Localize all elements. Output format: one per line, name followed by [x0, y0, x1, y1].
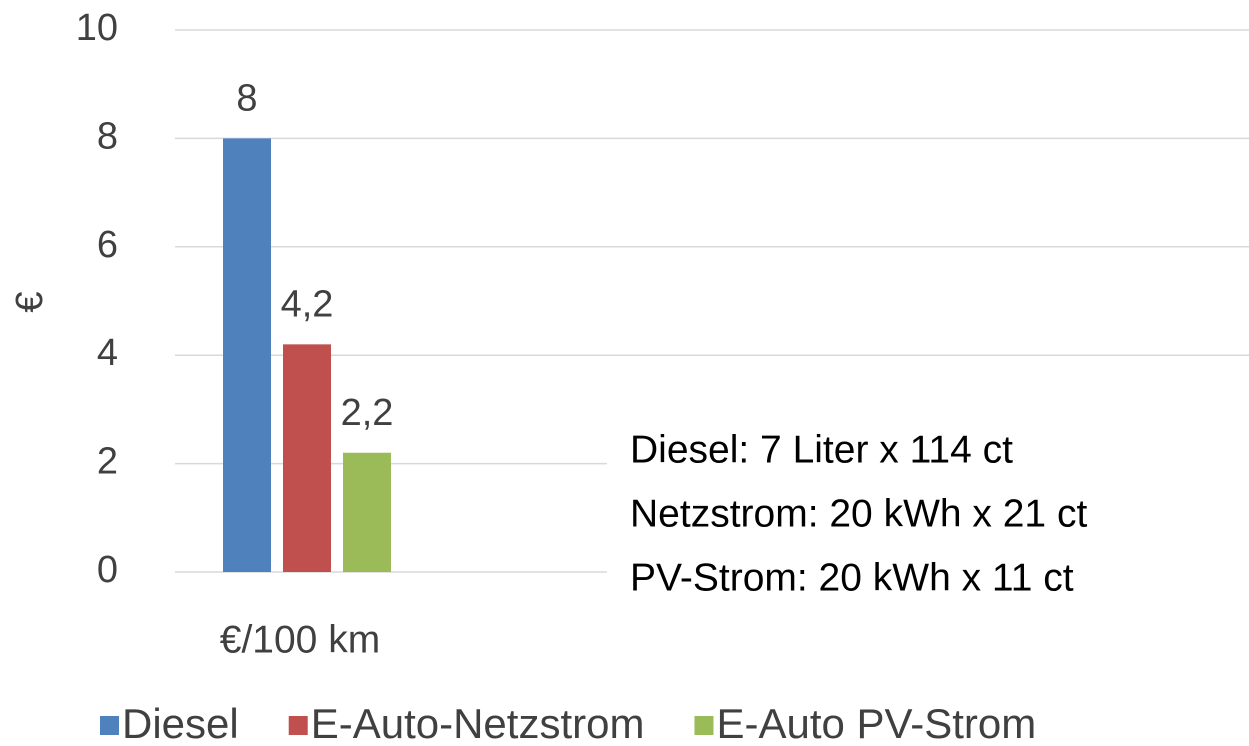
value-label: 8 [236, 77, 257, 119]
y-tick-label: 0 [97, 549, 118, 591]
legend-swatch [694, 716, 714, 735]
legend-label: E-Auto-Netzstrom [311, 700, 645, 746]
annotation-box [607, 420, 1249, 610]
bar [343, 452, 391, 572]
bar [223, 138, 271, 572]
y-axis-label: € [9, 291, 51, 312]
x-tick-label: €/100 km [220, 618, 380, 661]
value-label: 2,2 [341, 392, 394, 434]
y-tick-label: 6 [97, 224, 118, 266]
annotation: Diesel: 7 Liter x 114 ct [630, 428, 1013, 471]
legend-swatch [100, 716, 119, 735]
legend-label: E-Auto PV-Strom [716, 700, 1036, 746]
legend-swatch [288, 716, 308, 735]
y-tick-label: 8 [97, 115, 118, 157]
y-tick-label: 4 [97, 332, 118, 374]
bar [283, 344, 331, 572]
annotation: PV-Strom: 20 kWh x 11 ct [630, 556, 1074, 599]
annotation: Netzstrom: 20 kWh x 21 ct [630, 492, 1087, 535]
value-label: 4,2 [281, 283, 334, 325]
y-tick-label: 2 [97, 441, 118, 483]
y-tick-label: 10 [76, 7, 118, 49]
legend-label: Diesel [122, 700, 239, 746]
